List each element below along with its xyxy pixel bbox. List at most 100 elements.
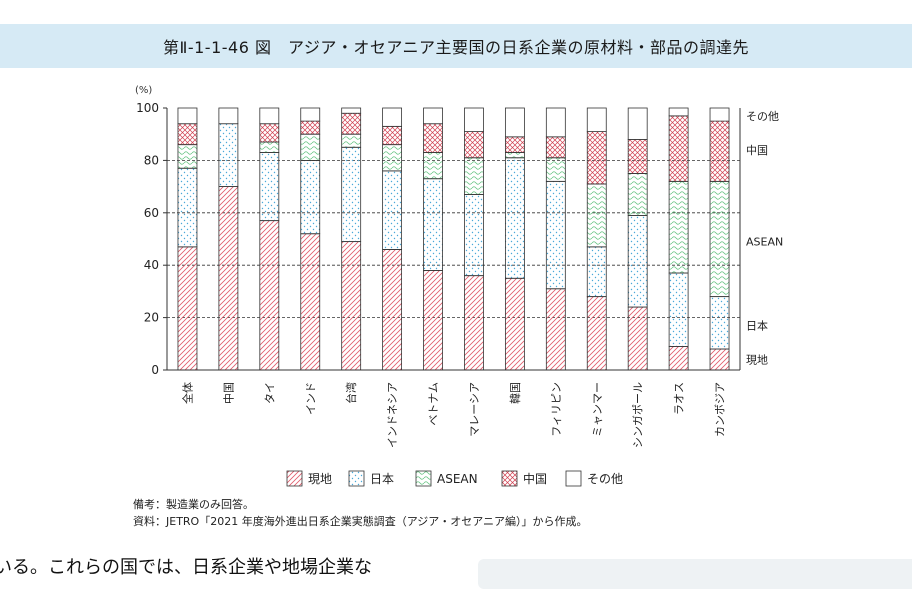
- segment-local: [300, 233, 321, 371]
- segment-china: [300, 120, 321, 135]
- segment-local: [382, 249, 403, 371]
- body-text: いる。これらの国では、日系企業や地場企業な: [0, 557, 372, 578]
- segment-china: [668, 115, 689, 182]
- segment-local: [627, 306, 648, 371]
- y-tick-label: 40: [144, 258, 159, 272]
- segment-china: [177, 123, 198, 146]
- x-tick-label: インド: [304, 382, 317, 415]
- segment-other: [341, 107, 362, 114]
- x-tick-label: ラオス: [673, 382, 686, 415]
- segment-local: [177, 246, 198, 371]
- segment-china: [341, 112, 362, 135]
- x-tick-label: インドネシア: [386, 382, 399, 448]
- segment-local: [709, 348, 730, 371]
- x-tick-label: 台湾: [344, 382, 358, 404]
- segment-japan: [668, 272, 689, 347]
- legend-label: 中国: [523, 471, 547, 486]
- x-tick-label: フィリピン: [550, 382, 563, 437]
- segment-china: [259, 123, 280, 143]
- segment-local: [259, 220, 280, 371]
- segment-other: [504, 107, 525, 138]
- remark-note: 備考：製造業のみ回答。: [133, 498, 254, 511]
- right-series-label: 現地: [746, 354, 768, 367]
- segment-asean: [464, 157, 484, 195]
- x-tick-label: 全体: [180, 382, 194, 404]
- right-series-label: 中国: [746, 144, 768, 157]
- segment-other: [300, 107, 321, 122]
- segment-asean: [423, 152, 443, 180]
- segment-local: [218, 186, 239, 371]
- right-series-label: その他: [746, 110, 779, 123]
- segment-other: [218, 107, 239, 125]
- segment-local: [341, 241, 362, 371]
- legend-swatch: [415, 470, 432, 487]
- segment-japan: [177, 167, 198, 248]
- segment-china: [709, 120, 730, 182]
- segment-local: [464, 275, 484, 371]
- segment-japan: [218, 123, 239, 188]
- segment-japan: [504, 157, 525, 279]
- segment-other: [627, 107, 648, 140]
- segment-japan: [423, 178, 443, 271]
- segment-china: [382, 125, 403, 146]
- segment-asean: [668, 180, 689, 274]
- segment-japan: [586, 246, 607, 298]
- segment-japan: [464, 194, 484, 277]
- segment-japan: [627, 215, 648, 308]
- side-column-box: [478, 559, 912, 589]
- segment-asean: [341, 133, 362, 148]
- segment-china: [627, 139, 648, 174]
- source-note: 資料：JETRO「2021 年度海外進出日系企業実態調査（アジア・オセアニア編）…: [133, 515, 588, 528]
- segment-asean: [382, 144, 403, 172]
- segment-japan: [709, 296, 730, 350]
- segment-local: [423, 270, 443, 371]
- segment-asean: [177, 144, 198, 169]
- x-tick-label: カンボジア: [714, 382, 727, 437]
- legend-label: ASEAN: [437, 472, 478, 486]
- x-tick-label: 中国: [222, 382, 235, 404]
- segment-japan: [545, 180, 566, 290]
- segment-asean: [627, 173, 648, 216]
- segment-japan: [341, 146, 362, 243]
- segment-other: [382, 107, 403, 127]
- x-tick-label: シンガポール: [632, 382, 645, 448]
- y-tick-label: 60: [144, 206, 159, 220]
- segment-other: [586, 107, 607, 132]
- segment-local: [504, 277, 525, 371]
- legend-label: その他: [587, 472, 623, 486]
- figure-title-bar: 第Ⅱ-1-1-46 図 アジア・オセアニア主要国の日系企業の原材料・部品の調達先: [0, 24, 912, 68]
- legend-swatch: [501, 470, 518, 487]
- legend: 現地 日本 ASEAN 中国 その他: [286, 470, 623, 487]
- segment-other: [464, 107, 484, 132]
- segment-china: [586, 131, 607, 185]
- segment-other: [423, 107, 443, 125]
- y-tick-label: 100: [136, 101, 159, 115]
- segment-japan: [300, 159, 321, 235]
- segment-asean: [259, 141, 280, 153]
- segment-local: [668, 346, 689, 371]
- y-unit-label: (%): [135, 85, 152, 96]
- legend-label: 日本: [370, 472, 394, 486]
- segment-asean: [504, 152, 525, 159]
- figure-title: 第Ⅱ-1-1-46 図 アジア・オセアニア主要国の日系企業の原材料・部品の調達先: [162, 38, 750, 57]
- legend-swatch: [565, 470, 582, 487]
- segment-china: [545, 136, 566, 159]
- y-tick-label: 20: [144, 311, 159, 325]
- x-tick-label: マレーシア: [468, 382, 481, 437]
- x-tick-label: タイ: [263, 382, 276, 404]
- segment-other: [709, 107, 730, 122]
- segment-other: [545, 107, 566, 138]
- segment-asean: [586, 183, 607, 248]
- segment-other: [259, 107, 280, 125]
- segment-japan: [382, 170, 403, 250]
- segment-other: [177, 107, 198, 125]
- legend-swatch: [348, 470, 365, 487]
- right-series-label: 日本: [746, 318, 768, 332]
- segment-china: [423, 123, 443, 153]
- y-tick-label: 80: [144, 153, 159, 167]
- segment-local: [545, 288, 566, 371]
- legend-label: 現地: [308, 472, 332, 486]
- segment-china: [464, 131, 484, 159]
- segment-asean: [545, 157, 566, 182]
